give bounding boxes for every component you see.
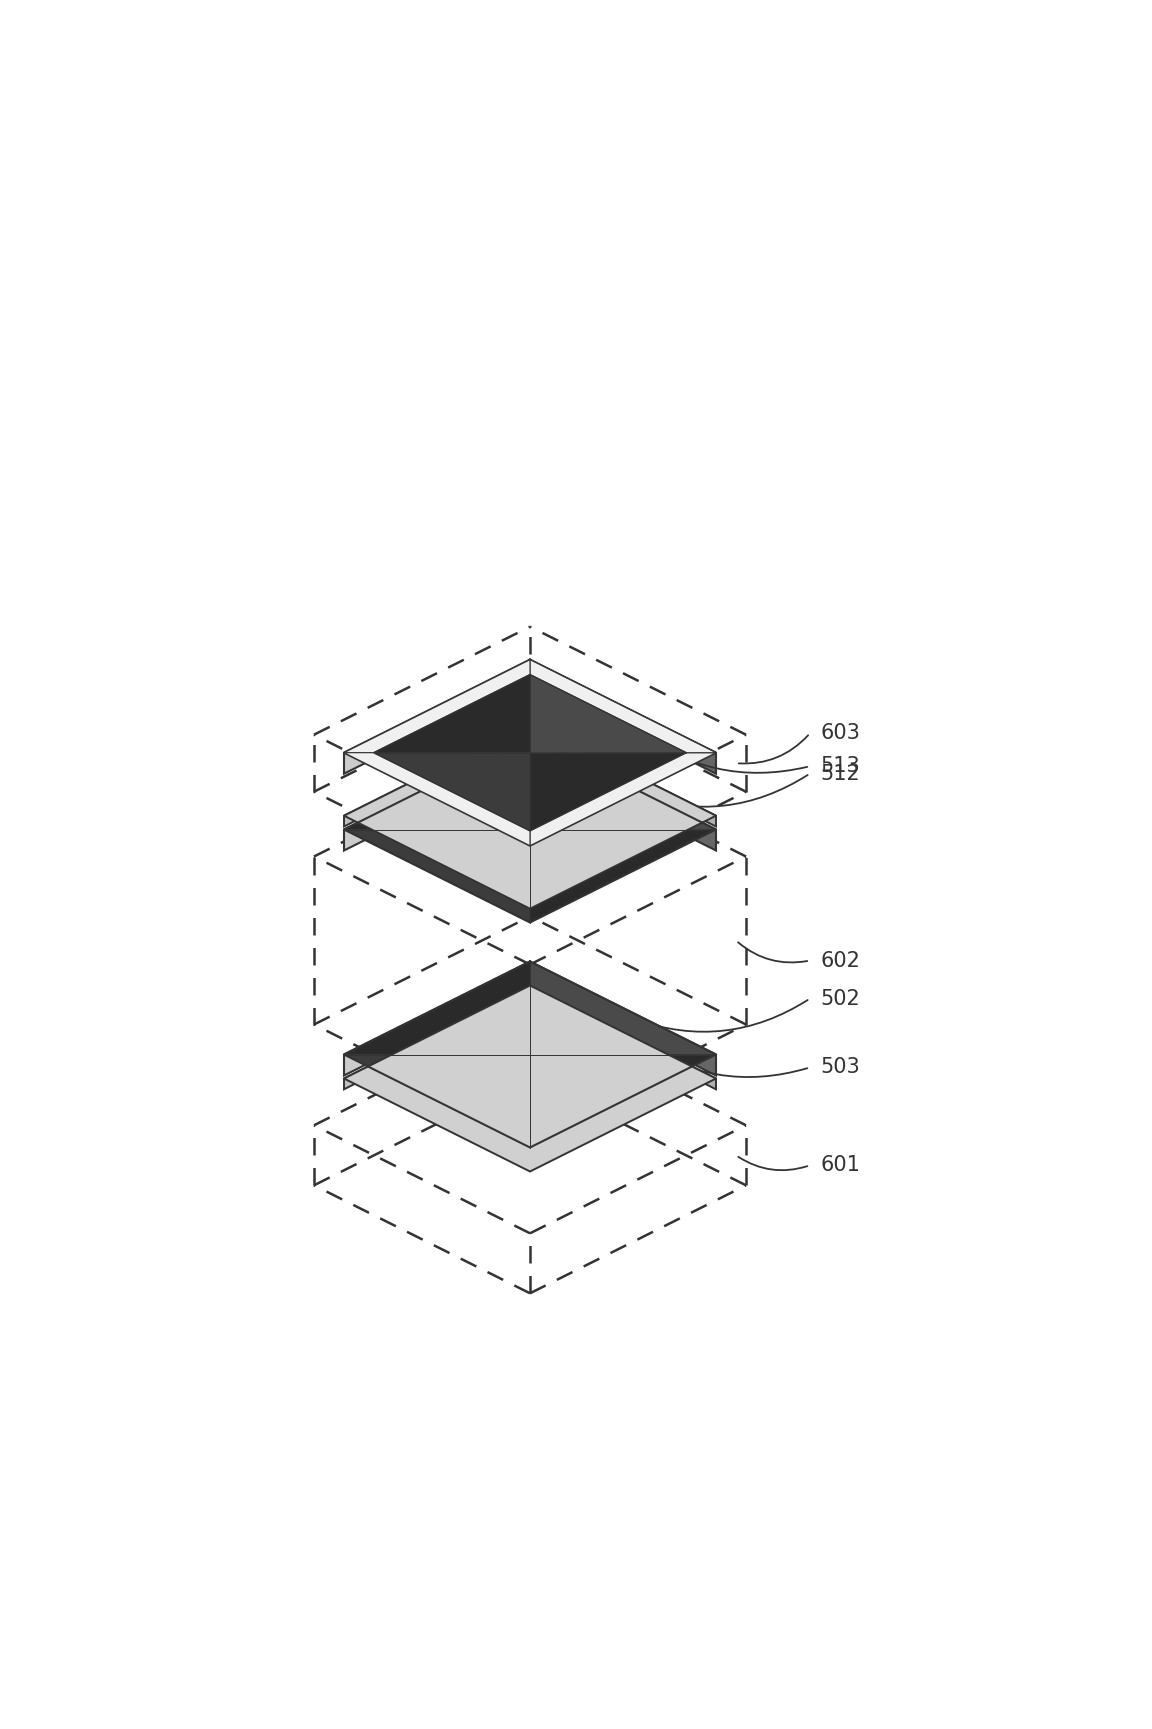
Text: 601: 601 [820, 1155, 859, 1176]
Text: 513: 513 [820, 756, 859, 776]
Polygon shape [530, 986, 717, 1089]
Polygon shape [530, 737, 717, 830]
Polygon shape [344, 830, 530, 923]
Polygon shape [530, 660, 717, 773]
Polygon shape [530, 752, 717, 845]
Polygon shape [530, 1055, 717, 1148]
Polygon shape [344, 961, 530, 1055]
Polygon shape [373, 752, 530, 832]
Polygon shape [530, 660, 717, 752]
Polygon shape [530, 660, 717, 752]
Text: 502: 502 [820, 989, 859, 1008]
Polygon shape [530, 737, 717, 851]
Polygon shape [373, 674, 530, 752]
Polygon shape [530, 752, 687, 832]
Text: 512: 512 [820, 764, 859, 783]
Polygon shape [344, 752, 530, 845]
Polygon shape [530, 752, 717, 845]
Polygon shape [530, 961, 717, 1055]
Polygon shape [530, 723, 717, 826]
Polygon shape [344, 660, 530, 752]
Polygon shape [530, 674, 687, 752]
Polygon shape [530, 961, 717, 1075]
Polygon shape [344, 961, 530, 1075]
Text: 503: 503 [820, 1058, 859, 1077]
Polygon shape [344, 737, 530, 830]
Polygon shape [344, 723, 717, 909]
Polygon shape [344, 752, 530, 845]
Polygon shape [344, 660, 530, 752]
Polygon shape [344, 660, 530, 773]
Polygon shape [344, 986, 530, 1089]
Text: 603: 603 [820, 723, 859, 743]
Polygon shape [344, 1055, 530, 1148]
Polygon shape [344, 723, 530, 826]
Polygon shape [530, 830, 717, 923]
Text: 602: 602 [820, 951, 859, 970]
Polygon shape [344, 737, 530, 851]
Polygon shape [344, 986, 717, 1172]
